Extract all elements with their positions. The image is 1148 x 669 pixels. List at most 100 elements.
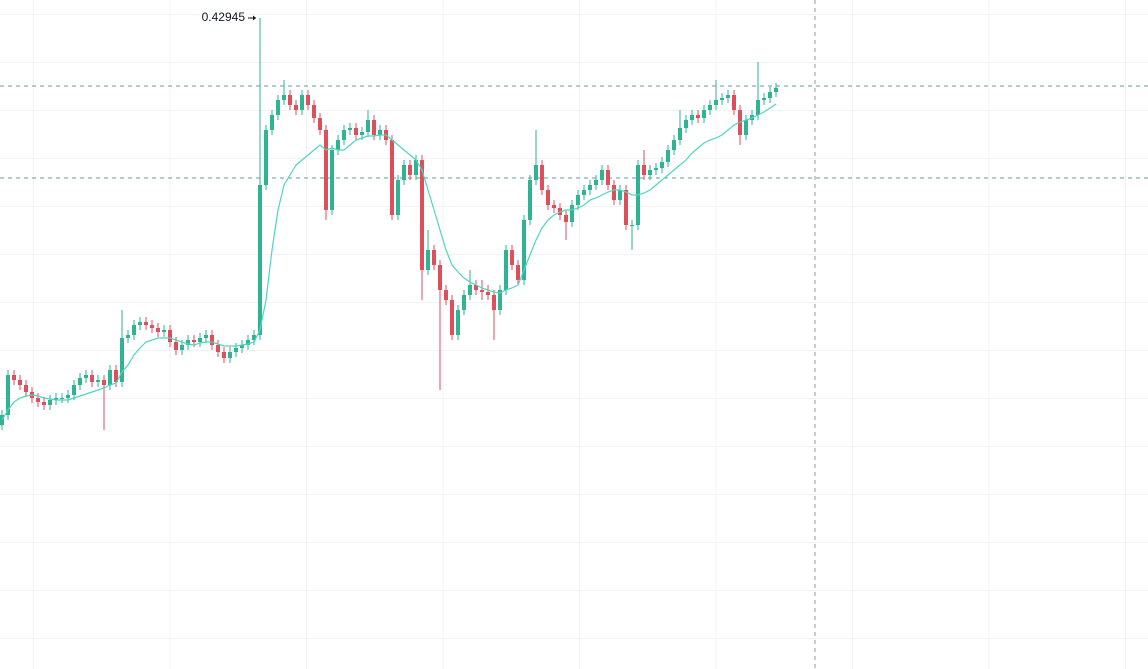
candle-body bbox=[240, 345, 244, 348]
candle-body bbox=[60, 398, 64, 399]
candle-body bbox=[546, 190, 550, 205]
candle-body bbox=[402, 165, 406, 180]
max-arrow-head bbox=[253, 15, 256, 21]
candle-body bbox=[324, 130, 328, 210]
candle-body bbox=[588, 185, 592, 190]
candle-body bbox=[366, 120, 370, 132]
candle-body bbox=[468, 285, 472, 295]
candle-body bbox=[348, 128, 352, 130]
candle-body bbox=[288, 95, 292, 105]
candle-body bbox=[66, 395, 70, 398]
candle-body bbox=[186, 340, 190, 345]
candle-body bbox=[450, 300, 454, 335]
candle-body bbox=[48, 400, 52, 405]
candle-body bbox=[726, 95, 730, 98]
candle-body bbox=[180, 345, 184, 350]
candle-body bbox=[768, 92, 772, 98]
candle-body bbox=[702, 110, 706, 118]
candle-body bbox=[696, 115, 700, 118]
candle-body bbox=[54, 398, 58, 400]
candle-body bbox=[582, 190, 586, 195]
candle-body bbox=[684, 120, 688, 128]
candle-body bbox=[708, 105, 712, 110]
candle-body bbox=[666, 150, 670, 162]
candle-body bbox=[138, 322, 142, 325]
candle-body bbox=[420, 160, 424, 270]
candle-body bbox=[390, 140, 394, 215]
candle-body bbox=[396, 180, 400, 215]
candle-body bbox=[162, 330, 166, 332]
candle-body bbox=[714, 100, 718, 105]
candle-body bbox=[720, 98, 724, 100]
candle-body bbox=[6, 375, 10, 415]
candle-body bbox=[372, 120, 376, 135]
candle-body bbox=[78, 378, 82, 385]
candle-body bbox=[168, 330, 172, 342]
candle-body bbox=[498, 290, 502, 310]
candle-body bbox=[96, 380, 100, 382]
candle-body bbox=[510, 250, 514, 265]
candle-body bbox=[774, 88, 778, 92]
candle-body bbox=[222, 352, 226, 358]
candle-body bbox=[264, 130, 268, 185]
candle-body bbox=[354, 128, 358, 135]
candle-body bbox=[84, 375, 88, 378]
candle-body bbox=[744, 120, 748, 135]
candle-body bbox=[462, 295, 466, 310]
candle-body bbox=[336, 140, 340, 150]
candle-body bbox=[576, 195, 580, 205]
candle-body bbox=[492, 295, 496, 310]
candle-body bbox=[732, 95, 736, 110]
candle-body bbox=[342, 130, 346, 140]
candle-body bbox=[312, 105, 316, 118]
candle-body bbox=[216, 345, 220, 352]
candle-body bbox=[444, 290, 448, 300]
candle-body bbox=[570, 205, 574, 222]
candle-body bbox=[42, 402, 46, 405]
candle-body bbox=[24, 385, 28, 392]
candle-body bbox=[174, 342, 178, 350]
candle-body bbox=[282, 95, 286, 100]
candle-body bbox=[762, 98, 766, 100]
candle-body bbox=[516, 265, 520, 280]
candle-body bbox=[618, 190, 622, 200]
candle-body bbox=[126, 335, 130, 338]
candle-body bbox=[204, 335, 208, 338]
candle-body bbox=[474, 285, 478, 290]
candle-body bbox=[150, 325, 154, 328]
candle-body bbox=[642, 165, 646, 175]
max-price-label: 0.42945 bbox=[202, 10, 246, 24]
candle-body bbox=[360, 132, 364, 135]
candle-body bbox=[594, 180, 598, 185]
candle-body bbox=[210, 335, 214, 345]
candle-body bbox=[156, 328, 160, 332]
candle-body bbox=[756, 100, 760, 115]
candle-body bbox=[330, 150, 334, 210]
candle-body bbox=[378, 130, 382, 135]
candle-body bbox=[552, 205, 556, 208]
candle-body bbox=[600, 170, 604, 180]
candle-body bbox=[12, 375, 16, 380]
candle-body bbox=[18, 380, 22, 385]
candle-body bbox=[318, 118, 322, 130]
candle-body bbox=[438, 265, 442, 290]
candle-body bbox=[690, 115, 694, 120]
candle-body bbox=[540, 165, 544, 190]
candle-body bbox=[228, 352, 232, 358]
candle-body bbox=[648, 170, 652, 175]
candle-body bbox=[36, 398, 40, 402]
candle-body bbox=[504, 250, 508, 290]
candle-body bbox=[456, 310, 460, 335]
candle-body bbox=[300, 95, 304, 110]
candle-body bbox=[192, 340, 196, 342]
candle-body bbox=[108, 370, 112, 385]
candle-body bbox=[528, 180, 532, 220]
candle-body bbox=[102, 380, 106, 385]
candle-body bbox=[534, 165, 538, 180]
candle-body bbox=[72, 385, 76, 395]
candle-body bbox=[234, 348, 238, 352]
candle-body bbox=[564, 215, 568, 222]
candle-body bbox=[660, 162, 664, 168]
candle-body bbox=[630, 225, 634, 226]
